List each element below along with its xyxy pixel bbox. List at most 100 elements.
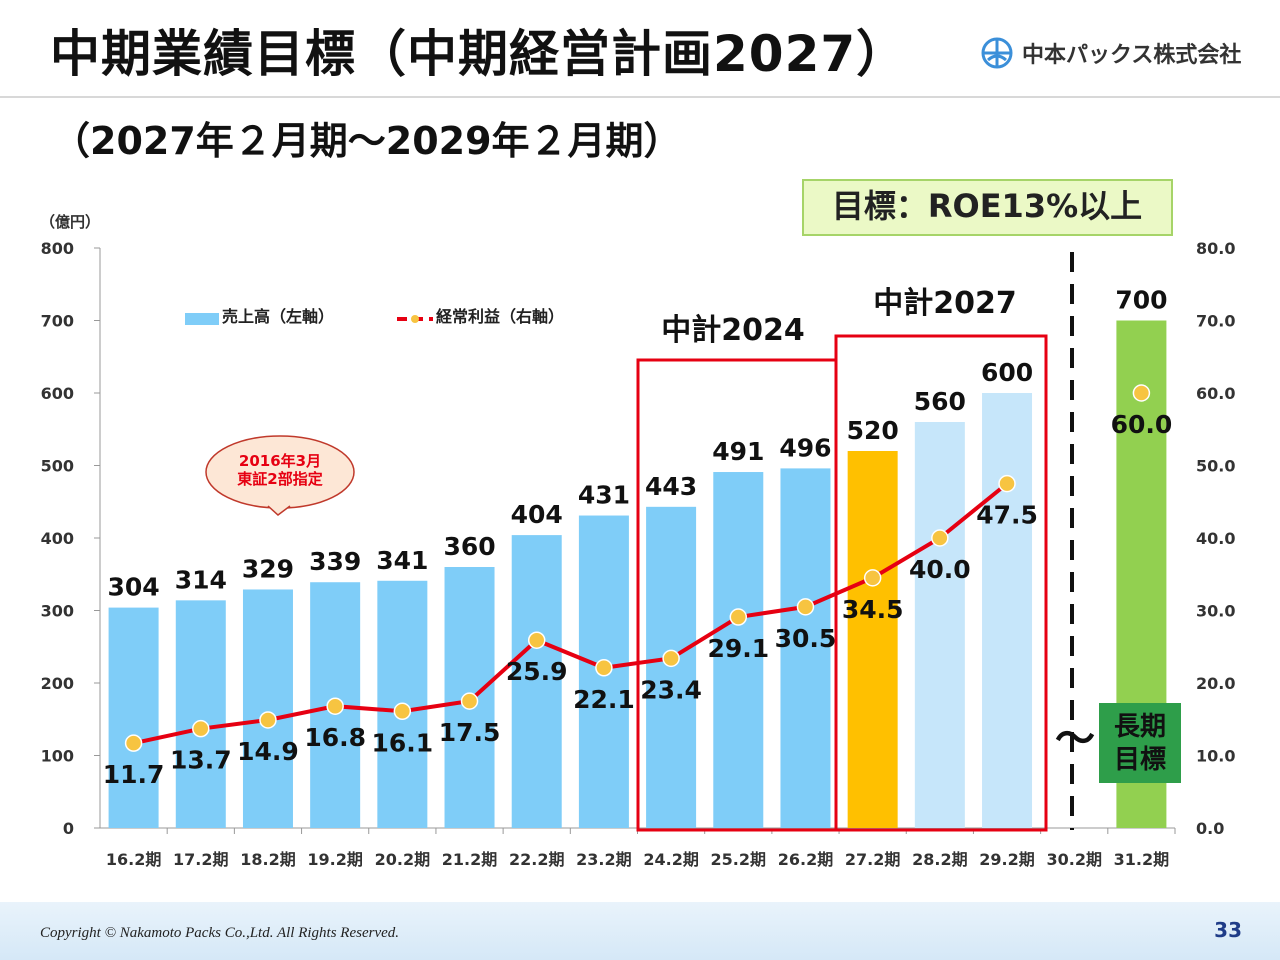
- goal-text: 目標：ROE13%以上: [832, 187, 1142, 225]
- profit-marker: [393, 702, 412, 721]
- profit-label: 29.1: [707, 634, 769, 663]
- left-axis-unit: （億円）: [40, 213, 100, 231]
- x-tick-label: 29.2期: [979, 850, 1034, 869]
- right-tick-label: 80.0: [1196, 239, 1235, 258]
- bar-label: 700: [1115, 286, 1167, 315]
- plan-2024-label: 中計2024: [661, 313, 805, 348]
- bar-label: 600: [981, 358, 1033, 387]
- bar-label: 339: [309, 547, 361, 576]
- right-tick-label: 40.0: [1196, 529, 1235, 548]
- x-tick-label: 20.2期: [375, 850, 430, 869]
- bar-25.2期: [713, 472, 764, 828]
- x-tick-label: 24.2期: [643, 850, 698, 869]
- profit-marker: [124, 734, 143, 752]
- bar-label: 341: [376, 546, 428, 575]
- profit-marker: [662, 649, 680, 668]
- profit-label: 30.5: [775, 624, 837, 653]
- profit-label: 14.9: [237, 737, 299, 766]
- profit-label: 40.0: [909, 555, 971, 584]
- left-tick-label: 600: [41, 384, 74, 403]
- left-tick-label: 700: [41, 312, 74, 331]
- profit-marker: [1132, 384, 1151, 402]
- company-logo: 中本パックス株式会社: [980, 36, 1241, 70]
- long-term-line2: 目標: [1114, 745, 1166, 775]
- bar-24.2期: [646, 506, 697, 828]
- right-tick-label: 70.0: [1196, 312, 1235, 331]
- callout-line1: 2016年3月: [239, 452, 321, 470]
- x-tick-label: 31.2期: [1114, 850, 1169, 869]
- chart: 0 100 200 300 400 500 600 700 800 0.0 10.0 20.0 30.0…: [40, 179, 1235, 869]
- left-tick-label: 500: [41, 457, 74, 476]
- bar-16.2期: [108, 607, 159, 828]
- x-tick-label: 21.2期: [442, 850, 497, 869]
- x-tick-label: 18.2期: [240, 850, 295, 869]
- profit-label: 34.5: [842, 595, 904, 624]
- profit-marker: [931, 529, 949, 547]
- bar-label: 491: [712, 437, 764, 466]
- left-tick-label: 0: [63, 819, 74, 838]
- profit-marker: [729, 608, 748, 626]
- right-tick-label: 50.0: [1196, 457, 1235, 476]
- bar-label: 314: [175, 565, 227, 594]
- bar-27.2期: [847, 451, 898, 828]
- x-tick-label: 27.2期: [845, 850, 900, 869]
- profit-label: 47.5: [976, 501, 1038, 530]
- profit-label: 11.7: [103, 760, 165, 789]
- bar-label: 360: [443, 532, 495, 561]
- profit-marker: [595, 659, 613, 677]
- bar-label: 431: [578, 481, 630, 510]
- right-tick-label: 0.0: [1196, 819, 1224, 838]
- legend-bar-label: 売上高（左軸）: [222, 307, 334, 326]
- x-tick-label: 22.2期: [509, 850, 564, 869]
- profit-label: 16.8: [304, 723, 366, 752]
- bar-18.2期: [242, 589, 293, 828]
- company-name: 中本パックス株式会社: [1022, 43, 1242, 68]
- legend-bar-swatch: [185, 313, 219, 325]
- bar-label: 496: [779, 433, 831, 462]
- bar-label: 304: [108, 573, 160, 602]
- profit-label: 16.1: [372, 728, 434, 757]
- profit-line: [133, 482, 1009, 746]
- right-tick-label: 60.0: [1196, 384, 1235, 403]
- profit-label: 22.1: [573, 685, 635, 714]
- bar-29.2期: [982, 393, 1033, 828]
- profit-marker: [863, 569, 882, 587]
- profit-marker: [192, 719, 210, 738]
- bar-label: 560: [914, 387, 966, 416]
- bar-17.2期: [175, 600, 226, 828]
- callout-pointer: [267, 505, 291, 516]
- profit-label: 60.0: [1111, 410, 1173, 439]
- goal-box: [802, 179, 1173, 236]
- profit-marker: [998, 474, 1016, 493]
- page-number: 33: [1214, 918, 1242, 942]
- page-title: 中期業績目標（中期経営計画2027）: [50, 25, 908, 83]
- company-emblem-icon: [981, 37, 1013, 69]
- plan-2027-label: 中計2027: [873, 286, 1017, 321]
- profit-label: 25.9: [506, 657, 568, 686]
- copyright: Copyright © Nakamoto Packs Co.,Ltd. All …: [40, 925, 400, 941]
- profit-marker: [259, 711, 277, 729]
- x-tick-label: 23.2期: [576, 850, 631, 869]
- left-tick-label: 800: [41, 239, 74, 258]
- long-term-line1: 長期: [1114, 712, 1166, 742]
- profit-label: 23.4: [640, 675, 702, 704]
- profit-label: 13.7: [170, 746, 232, 775]
- x-tick-label: 16.2期: [106, 850, 161, 869]
- x-tick-label: 17.2期: [173, 850, 228, 869]
- header-divider: [0, 96, 1280, 98]
- profit-label: 17.5: [439, 718, 501, 747]
- long-term-box: [1099, 703, 1181, 783]
- profit-marker: [527, 631, 546, 649]
- left-tick-label: 100: [41, 747, 74, 766]
- profit-marker: [796, 598, 815, 616]
- left-tick-label: 400: [41, 529, 74, 548]
- profit-marker: [460, 692, 479, 710]
- bar-label: 520: [847, 416, 899, 445]
- right-tick-label: 10.0: [1196, 747, 1235, 766]
- bar-28.2期: [914, 422, 965, 828]
- page-subtitle: （2027年２月期～2029年２月期）: [52, 119, 682, 163]
- x-tick-label: 28.2期: [912, 850, 967, 869]
- tilde-mark: ～: [1055, 716, 1095, 762]
- footer-bar: [0, 902, 1280, 960]
- right-tick-label: 30.0: [1196, 602, 1235, 621]
